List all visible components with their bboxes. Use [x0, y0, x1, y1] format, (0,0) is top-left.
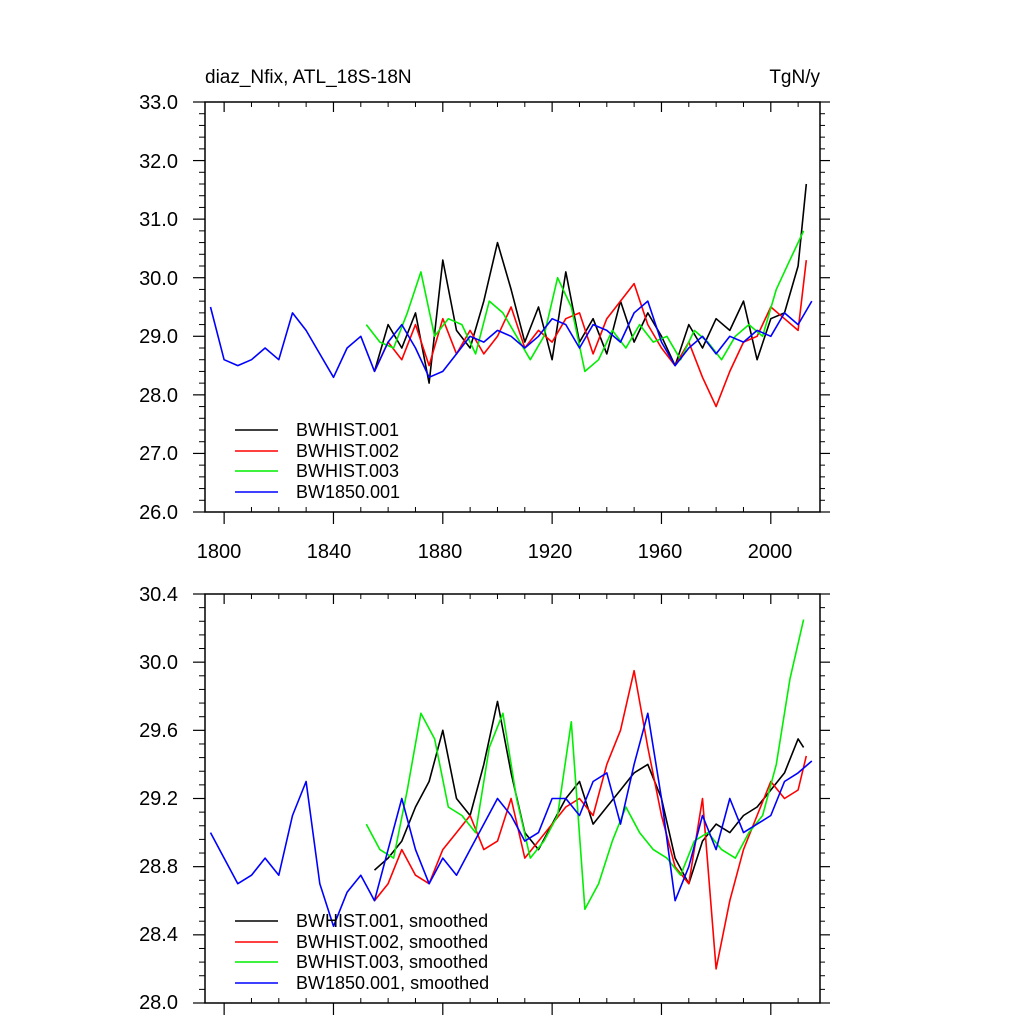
panel-bottom-series	[209, 619, 813, 970]
panel-top-frame	[204, 101, 821, 513]
legend-top: BWHIST.001 BWHIST.002 BWHIST.003 BW1850.…	[235, 420, 400, 502]
y-tick-label: 28.4	[139, 924, 178, 946]
y-tick-label: 33.0	[139, 92, 178, 114]
x-tick-label: 1880	[418, 541, 463, 563]
legend-label: BWHIST.001	[296, 420, 399, 440]
y-tick-label: 30.0	[139, 652, 178, 674]
legend-label: BW1850.001, smoothed	[296, 973, 489, 993]
series-line	[373, 183, 808, 384]
y-tick-label: 26.0	[139, 502, 178, 524]
y-tick-label: 28.0	[139, 992, 178, 1014]
series-line	[209, 712, 813, 928]
y-tick-label: 31.0	[139, 209, 178, 231]
panel-top-series	[209, 183, 813, 408]
series-line	[373, 669, 808, 970]
y-tick-label: 30.0	[139, 268, 178, 290]
legend-bottom: BWHIST.001, smoothed BWHIST.002, smoothe…	[235, 911, 489, 993]
y-tick-label: 29.0	[139, 326, 178, 348]
y-tick-label: 28.0	[139, 385, 178, 407]
panel-top-ticks	[193, 101, 830, 524]
y-tick-label: 29.2	[139, 788, 178, 810]
y-tick-label: 27.0	[139, 443, 178, 465]
series-line	[373, 260, 808, 408]
y-tick-label: 30.4	[139, 584, 178, 606]
legend-label: BWHIST.002, smoothed	[296, 932, 488, 952]
y-tick-label: 32.0	[139, 151, 178, 173]
legend-label: BWHIST.001, smoothed	[296, 911, 488, 931]
panel-bottom: 30.4 30.0 29.6 29.2 28.8 28.4 28.0 BWHIS…	[139, 584, 830, 1015]
x-tick-label: 1800	[197, 541, 242, 563]
x-tick-label: 1920	[528, 541, 573, 563]
x-tick-label: 1960	[638, 541, 683, 563]
x-tick-label: 2000	[748, 541, 793, 563]
series-line	[365, 230, 805, 373]
panel-top-units: TgN/y	[769, 67, 820, 88]
legend-label: BWHIST.002	[296, 441, 399, 461]
panel-top-title: diaz_Nfix, ATL_18S-18N	[205, 67, 412, 88]
legend-label: BWHIST.003, smoothed	[296, 952, 488, 972]
legend-label: BWHIST.003	[296, 461, 399, 481]
x-tick-label: 1840	[307, 541, 352, 563]
panel-top: diaz_Nfix, ATL_18S-18N TgN/y 33.0 32.0 3…	[139, 67, 830, 563]
y-tick-label: 29.6	[139, 720, 178, 742]
panel-bottom-frame	[204, 593, 821, 1004]
series-line	[365, 619, 805, 911]
series-line	[209, 300, 813, 379]
legend-label: BW1850.001	[296, 482, 400, 502]
panel-bottom-ticks	[193, 593, 830, 1015]
y-tick-label: 28.8	[139, 856, 178, 878]
